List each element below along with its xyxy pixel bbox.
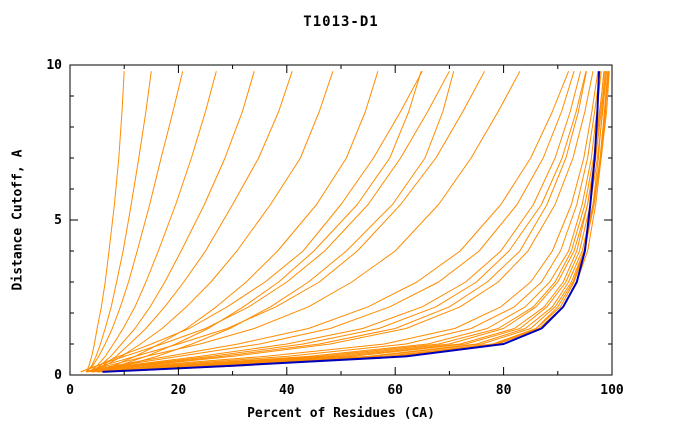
series-line <box>96 71 379 373</box>
y-tick-label: 0 <box>54 368 62 383</box>
series-line <box>80 70 423 373</box>
x-tick-label: 80 <box>496 383 512 398</box>
series-line <box>91 71 587 373</box>
series-line <box>91 71 601 373</box>
series-line <box>102 71 609 373</box>
series-line <box>97 71 605 373</box>
chart-title: T1013-D1 <box>303 14 379 30</box>
series-line <box>88 71 217 373</box>
series-line <box>97 71 608 373</box>
series-line <box>86 70 486 373</box>
x-tick-label: 60 <box>387 383 403 398</box>
series-line <box>91 71 587 373</box>
series-line <box>91 71 602 373</box>
series-line <box>86 70 521 373</box>
series-line <box>85 71 184 373</box>
series-line <box>86 71 582 373</box>
series-line <box>85 71 152 373</box>
series-line <box>86 71 570 373</box>
x-tick-label: 40 <box>279 383 295 398</box>
series-line <box>91 71 334 373</box>
best-model-line <box>102 71 600 373</box>
x-tick-label: 0 <box>66 383 74 398</box>
x-axis-label: Percent of Residues (CA) <box>247 406 435 421</box>
series-line <box>85 71 125 373</box>
series-line <box>96 71 422 373</box>
series-line <box>86 71 575 373</box>
series-line <box>91 71 594 373</box>
y-tick-label: 5 <box>54 213 62 228</box>
x-tick-label: 100 <box>600 383 624 398</box>
series-line <box>91 71 255 373</box>
series-line <box>91 71 293 373</box>
series-line <box>86 71 599 373</box>
y-tick-label: 10 <box>46 58 62 73</box>
series-line <box>91 71 606 373</box>
series-line <box>96 71 455 373</box>
x-tick-label: 20 <box>171 383 187 398</box>
